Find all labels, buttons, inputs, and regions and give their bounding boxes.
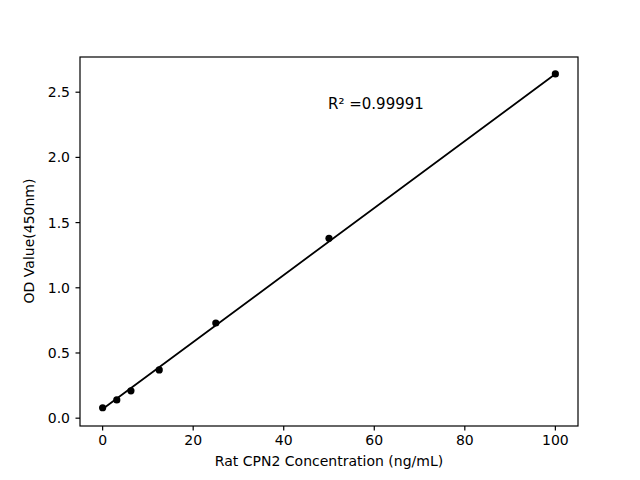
y-tick-label: 1.5 bbox=[48, 215, 70, 231]
x-axis-label: Rat CPN2 Concentration (ng/mL) bbox=[215, 453, 443, 469]
data-point bbox=[212, 319, 219, 326]
data-series bbox=[99, 70, 559, 411]
data-point bbox=[127, 387, 134, 394]
scatter-plot: 0 20 40 60 80 100 0.0 0.5 1.0 1.5 2.0 2.5 Rat CPN2… bbox=[0, 0, 640, 480]
data-point bbox=[99, 404, 106, 411]
x-axis-ticks: 0 20 40 60 80 100 bbox=[98, 426, 569, 448]
x-tick-label: 80 bbox=[456, 432, 474, 448]
x-tick-label: 20 bbox=[184, 432, 202, 448]
data-point bbox=[325, 235, 332, 242]
y-tick-label: 2.0 bbox=[48, 149, 70, 165]
standard-curve-figure: 0 20 40 60 80 100 0.0 0.5 1.0 1.5 2.0 2.5 Rat CPN2… bbox=[0, 0, 640, 480]
data-point bbox=[156, 366, 163, 373]
y-tick-label: 1.0 bbox=[48, 280, 70, 296]
x-tick-label: 100 bbox=[542, 432, 569, 448]
screenshot-root: { "figure": { "background": "#ffffff", "… bbox=[0, 0, 640, 480]
y-axis-label: OD Value(450nm) bbox=[21, 179, 37, 304]
data-point bbox=[113, 396, 120, 403]
y-tick-label: 0.5 bbox=[48, 345, 70, 361]
data-point bbox=[552, 70, 559, 77]
x-tick-label: 40 bbox=[275, 432, 293, 448]
x-tick-label: 0 bbox=[98, 432, 107, 448]
y-tick-label: 2.5 bbox=[48, 84, 70, 100]
y-tick-label: 0.0 bbox=[48, 410, 70, 426]
x-tick-label: 60 bbox=[365, 432, 383, 448]
r-squared-annotation: R² =0.99991 bbox=[328, 95, 424, 113]
y-axis-ticks: 0.0 0.5 1.0 1.5 2.0 2.5 bbox=[48, 84, 80, 426]
